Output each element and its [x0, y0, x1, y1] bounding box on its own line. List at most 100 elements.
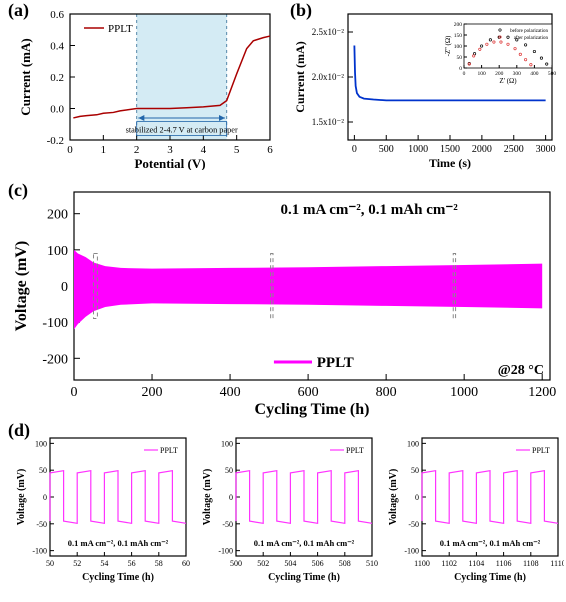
svg-text:6: 6: [267, 144, 273, 156]
svg-text:54: 54: [100, 559, 108, 568]
svg-text:800: 800: [376, 385, 397, 400]
svg-text:-50: -50: [36, 520, 47, 529]
svg-text:100: 100: [454, 44, 463, 50]
svg-text:1100: 1100: [414, 559, 430, 568]
svg-text:58: 58: [155, 559, 163, 568]
svg-text:502: 502: [257, 559, 269, 568]
svg-text:after polarization: after polarization: [514, 36, 549, 41]
svg-text:4: 4: [201, 144, 207, 156]
svg-text:1110: 1110: [550, 559, 564, 568]
panel-a-plot: 0123456-0.20.00.20.40.6Potential (V)Curr…: [8, 0, 282, 170]
svg-text:400: 400: [220, 385, 241, 400]
svg-text:1: 1: [101, 144, 107, 156]
svg-text:200: 200: [47, 208, 68, 223]
svg-text:2000: 2000: [472, 144, 492, 155]
svg-text:3: 3: [167, 144, 173, 156]
svg-text:100: 100: [47, 244, 68, 259]
svg-text:before polarization: before polarization: [510, 29, 548, 34]
svg-text:0.1 mA cm⁻², 0.1 mAh cm⁻²: 0.1 mA cm⁻², 0.1 mAh cm⁻²: [254, 538, 355, 548]
svg-text:0.1 mA cm⁻², 0.1 mAh cm⁻²: 0.1 mA cm⁻², 0.1 mAh cm⁻²: [68, 538, 169, 548]
svg-text:510: 510: [366, 559, 378, 568]
svg-text:1000: 1000: [450, 385, 478, 400]
svg-text:50: 50: [39, 466, 47, 475]
svg-text:100: 100: [35, 439, 47, 448]
svg-text:Z' (Ω): Z' (Ω): [499, 77, 517, 85]
svg-text:@28 °C: @28 °C: [498, 363, 544, 378]
svg-text:150: 150: [454, 33, 463, 39]
svg-text:-100: -100: [32, 547, 47, 556]
svg-text:PPLT: PPLT: [532, 446, 550, 455]
svg-text:Cycling Time (h): Cycling Time (h): [255, 401, 370, 418]
svg-text:600: 600: [298, 385, 319, 400]
svg-text:-50: -50: [408, 520, 419, 529]
svg-text:50: 50: [457, 55, 463, 61]
svg-text:3000: 3000: [536, 144, 556, 155]
svg-text:0: 0: [463, 71, 466, 77]
svg-text:Voltage (mV): Voltage (mV): [202, 469, 213, 526]
svg-text:2.5x10⁻²: 2.5x10⁻²: [312, 27, 345, 37]
svg-text:0.4: 0.4: [50, 41, 64, 53]
svg-text:-100: -100: [42, 316, 68, 331]
svg-text:2: 2: [134, 144, 140, 156]
svg-text:Current (mA): Current (mA): [293, 41, 307, 112]
svg-text:-0.2: -0.2: [47, 135, 64, 147]
svg-text:1102: 1102: [441, 559, 457, 568]
svg-text:-50: -50: [222, 520, 233, 529]
svg-text:500: 500: [230, 559, 242, 568]
svg-text:stabilized 2-4.7 V at carbon p: stabilized 2-4.7 V at carbon paper: [126, 126, 238, 135]
svg-text:100: 100: [221, 439, 233, 448]
svg-text:Cycling Time (h): Cycling Time (h): [268, 572, 340, 583]
svg-text:56: 56: [128, 559, 136, 568]
svg-text:5: 5: [234, 144, 240, 156]
svg-text:100: 100: [407, 439, 419, 448]
svg-text:-100: -100: [404, 547, 419, 556]
svg-text:200: 200: [454, 22, 463, 28]
svg-text:52: 52: [73, 559, 81, 568]
svg-text:Time (s): Time (s): [429, 156, 471, 170]
svg-text:0: 0: [229, 493, 233, 502]
svg-text:1106: 1106: [496, 559, 512, 568]
svg-text:PPLT: PPLT: [317, 355, 354, 371]
svg-text:2.0x10⁻²: 2.0x10⁻²: [312, 72, 345, 82]
svg-text:0.1 mA cm⁻², 0.1 mAh cm⁻²: 0.1 mA cm⁻², 0.1 mAh cm⁻²: [440, 538, 541, 548]
svg-text:0.6: 0.6: [50, 9, 64, 21]
svg-text:-100: -100: [218, 547, 233, 556]
svg-text:508: 508: [339, 559, 351, 568]
svg-text:1.5x10⁻²: 1.5x10⁻²: [312, 117, 345, 127]
svg-text:Voltage (mV): Voltage (mV): [388, 469, 399, 526]
svg-text:504: 504: [284, 559, 296, 568]
svg-text:50: 50: [225, 466, 233, 475]
svg-text:Current (mA): Current (mA): [18, 38, 33, 115]
svg-text:1108: 1108: [523, 559, 539, 568]
svg-text:50: 50: [411, 466, 419, 475]
svg-text:1200: 1200: [528, 385, 556, 400]
svg-text:500: 500: [379, 144, 394, 155]
panel-d-sub3: 110011021104110611081110-100-50050100Cyc…: [380, 428, 564, 596]
svg-text:1000: 1000: [408, 144, 428, 155]
svg-text:Voltage (mV): Voltage (mV): [13, 241, 30, 332]
svg-text:-Z'' (Ω): -Z'' (Ω): [444, 35, 452, 56]
svg-text:0: 0: [352, 144, 357, 155]
panel-d-sub1: 505254565860-100-50050100Cycling Time (h…: [8, 428, 192, 596]
svg-text:Potential (V): Potential (V): [134, 156, 205, 170]
svg-text:500: 500: [548, 71, 557, 77]
svg-text:1104: 1104: [469, 559, 485, 568]
svg-text:0.1 mA cm⁻², 0.1 mAh cm⁻²: 0.1 mA cm⁻², 0.1 mAh cm⁻²: [280, 202, 458, 218]
svg-text:2500: 2500: [504, 144, 524, 155]
svg-text:0: 0: [61, 280, 68, 295]
svg-text:506: 506: [312, 559, 324, 568]
svg-text:50: 50: [46, 559, 54, 568]
svg-text:-200: -200: [42, 352, 68, 367]
panel-d-sub2: 500 502 504 506 508 510 -100 -50 0 50 100 Cycling T…: [194, 428, 378, 596]
svg-text:60: 60: [182, 559, 190, 568]
panel-b-plot: 0500100015002000250030001.5x10⁻²2.0x10⁻²…: [290, 0, 562, 170]
svg-text:0: 0: [459, 66, 462, 72]
svg-text:PPLT: PPLT: [108, 23, 133, 35]
svg-text:Cycling Time (h): Cycling Time (h): [454, 572, 526, 583]
svg-text:Voltage (mV): Voltage (mV): [16, 469, 27, 526]
svg-text:PPLT: PPLT: [160, 446, 178, 455]
svg-text:0: 0: [43, 493, 47, 502]
panel-c-plot: 0 200 400 600 800 1000 1200 -200 -100 0 100 200 Cycl…: [8, 180, 558, 418]
svg-text:0: 0: [71, 385, 78, 400]
svg-text:200: 200: [142, 385, 163, 400]
